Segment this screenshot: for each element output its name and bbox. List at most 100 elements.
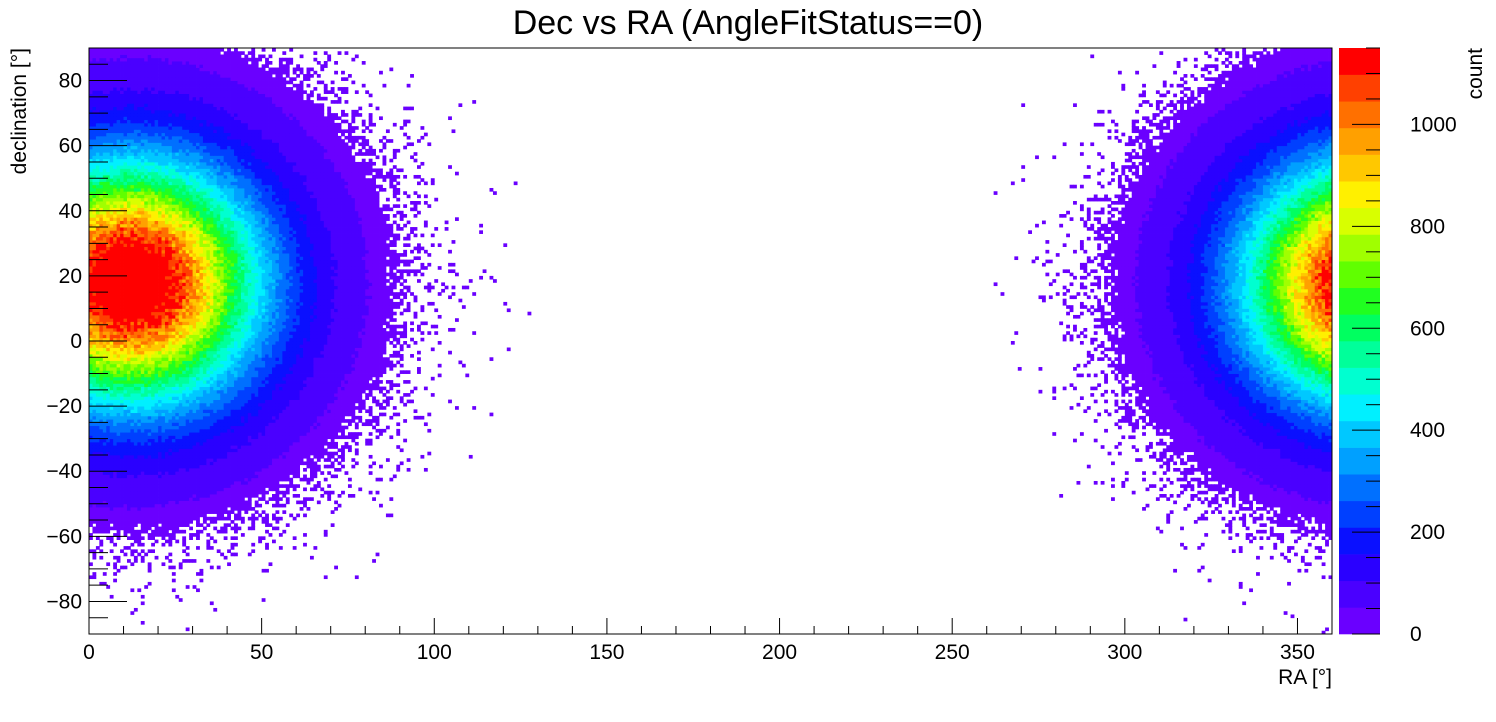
heatmap-cell [1307,477,1312,482]
heatmap-cell [202,402,207,407]
heatmap-cell [1214,406,1219,410]
heatmap-cell [223,503,228,508]
heatmap-cell [161,402,166,407]
heatmap-cell [185,412,190,417]
heatmap-cell [1169,406,1174,410]
heatmap-cell [151,500,155,505]
heatmap-cell [265,409,269,414]
chart-title: Dec vs RA (AngleFitStatus==0) [0,4,1496,43]
heatmap-cell [1193,406,1198,410]
heatmap-cell [175,516,180,521]
heatmap-cell [223,484,228,488]
heatmap-cell [123,487,128,492]
heatmap-cell [230,464,235,469]
heatmap-cell [234,458,238,462]
heatmap-cell [1273,432,1278,436]
heatmap-cell [327,399,332,404]
heatmap-cell [1300,526,1305,531]
heatmap-cell [102,454,107,459]
heatmap-cell [237,393,242,397]
heatmap-cell [168,565,173,570]
heatmap-cell [1290,497,1295,501]
heatmap-cell [192,399,197,404]
heatmap-cell [1193,451,1198,456]
heatmap-cell [323,409,328,414]
heatmap-cell [1114,409,1119,414]
heatmap-cell [1287,435,1291,440]
heatmap-cell [413,415,418,420]
heatmap-cell [126,393,131,397]
heatmap-cell [285,425,290,430]
heatmap-cell [261,461,266,466]
heatmap-cell [196,536,200,540]
heatmap-cell [1235,510,1240,514]
heatmap-cell [113,396,118,400]
heatmap-cell [109,425,114,430]
heatmap-cell [272,432,276,436]
heatmap-cell [140,464,145,469]
heatmap-cell [1238,422,1243,427]
heatmap-cell [1262,402,1267,407]
heatmap-cell [216,396,221,400]
heatmap-cell [202,399,207,404]
heatmap-cell [1193,448,1198,453]
heatmap-cell [171,451,176,456]
heatmap-cell [1235,454,1240,459]
heatmap-cell [154,425,159,430]
heatmap-cell [1307,542,1312,547]
heatmap-cell [1183,402,1188,407]
heatmap-cell [261,438,266,443]
heatmap-cell [323,490,328,495]
heatmap-cell [1238,516,1243,521]
heatmap-cell [151,406,155,410]
heatmap-cell [240,419,245,423]
heatmap-cell [161,474,166,479]
heatmap-cell [251,490,256,495]
heatmap-cell [1325,480,1329,485]
heatmap-cell [368,464,373,469]
heatmap-cell [1256,412,1260,417]
heatmap-cell [109,451,114,456]
heatmap-cell [306,507,311,511]
heatmap-cell [206,428,211,433]
heatmap-cell [1211,448,1215,453]
heatmap-cell [385,396,390,400]
heatmap-cell [334,399,338,404]
heatmap-cell [106,393,111,397]
heatmap-cell [113,526,118,531]
heatmap-cell [230,438,235,443]
heatmap-cell [334,441,338,446]
heatmap-cell [116,555,121,560]
heatmap-cell [292,454,297,459]
heatmap-cell [216,428,221,433]
heatmap-cell [206,523,211,527]
heatmap-cell [126,500,131,505]
heatmap-cell [164,500,169,505]
heatmap-cell [1280,415,1285,420]
heatmap-cell [282,396,287,400]
heatmap-cell [282,471,287,475]
heatmap-cell [144,490,149,495]
heatmap-cell [227,500,231,505]
heatmap-cell [126,409,131,414]
heatmap-cell [313,399,318,404]
heatmap-cell [120,451,124,456]
heatmap-cell [1262,484,1267,488]
heatmap-cell [171,520,176,524]
heatmap-cell [1228,536,1233,540]
heatmap-cell [1245,419,1250,423]
heatmap-cell [144,526,149,531]
heatmap-cell [178,471,183,475]
heatmap-cell [1307,487,1312,492]
heatmap-cell [220,445,225,449]
heatmap-cell [265,396,269,400]
heatmap-cell [1280,464,1285,469]
heatmap-cell [164,448,169,453]
heatmap-cell [209,565,214,570]
heatmap-cell [337,412,342,417]
heatmap-cell [133,484,138,488]
heatmap-cell [1228,474,1233,479]
heatmap-cell [313,471,318,475]
heatmap-cell [1276,490,1281,495]
heatmap-cell [1235,464,1240,469]
